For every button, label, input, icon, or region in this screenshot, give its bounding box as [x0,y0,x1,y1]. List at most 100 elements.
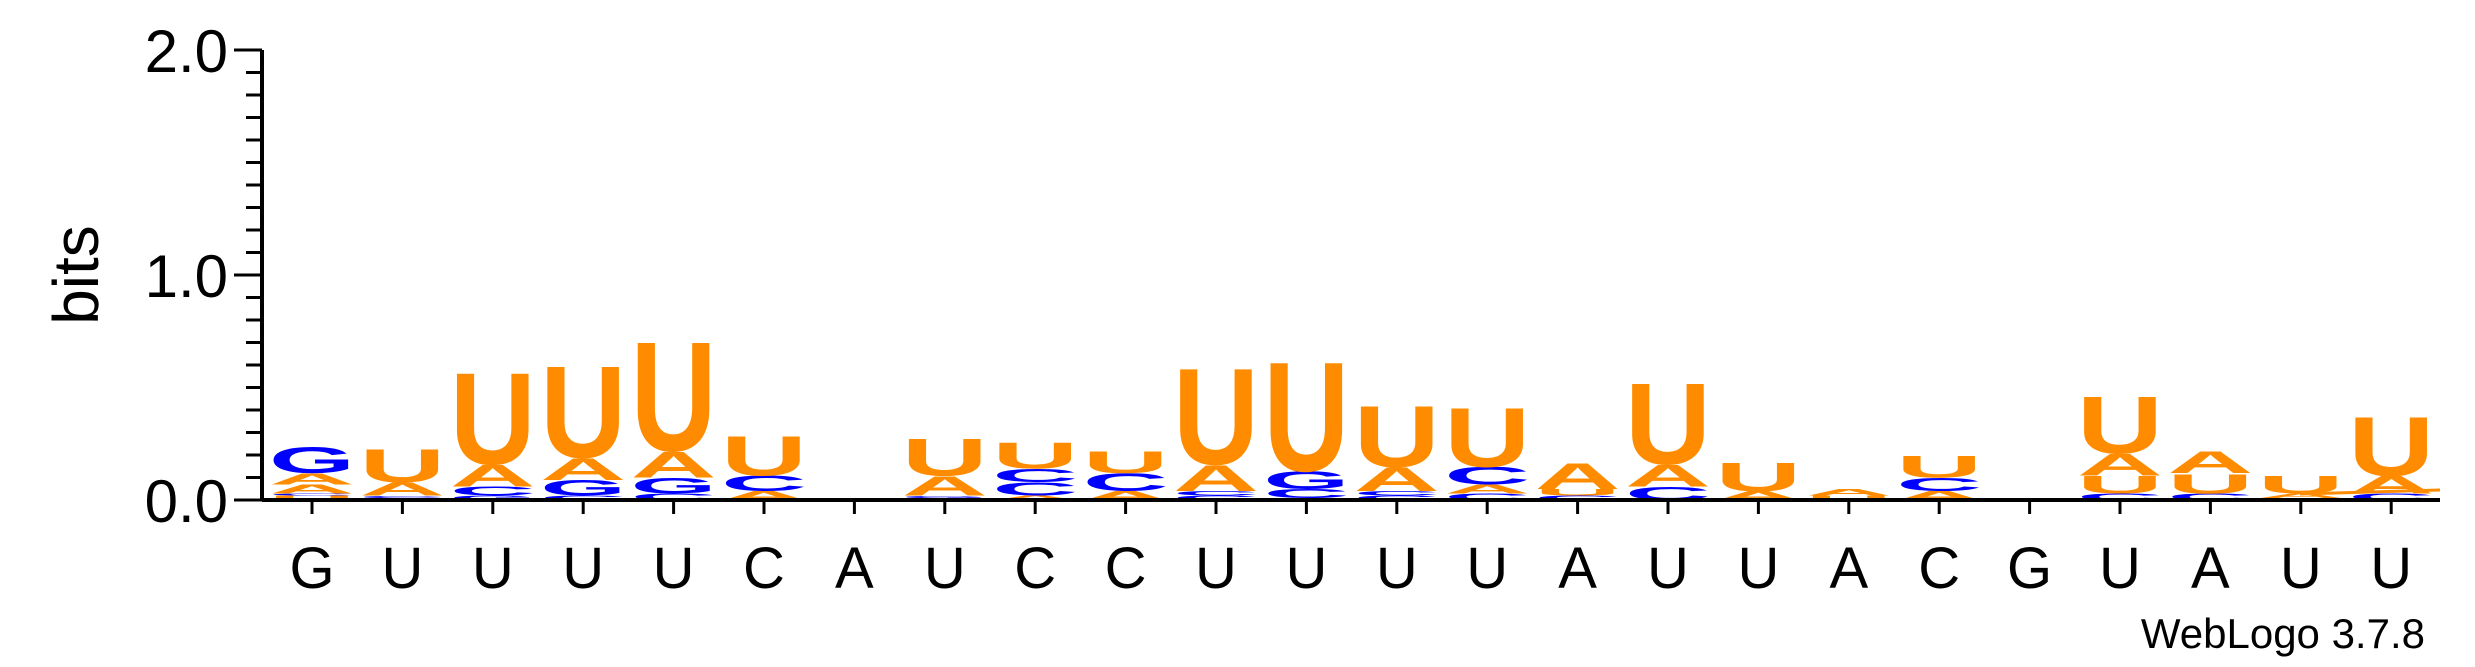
x-tick-label: G [2007,536,2052,601]
logo-letter-g: G [1263,466,1349,494]
logo-letter-c: C [1083,469,1169,497]
logo-letter-u: U [1535,487,1621,497]
logo-letter-a: A [992,494,1078,501]
x-tick-label: U [381,536,423,601]
logo-letter-u: U [1083,445,1169,480]
logo-letter-a: A [1173,457,1259,499]
x-tick-label: A [1558,536,1597,601]
x-tick-label: U [2370,536,2412,601]
logo-letter-a: A [1806,487,1892,497]
logo-letter-g: G [902,495,988,499]
logo-letter-a: A [2077,447,2163,482]
x-tick-label: A [2191,536,2230,601]
logo-letter-a: A [1444,482,1530,496]
x-tick-label: A [1829,536,1868,601]
x-tick-label: U [472,536,514,601]
logo-letter-c: C [450,484,536,498]
logo-letter-u: U [1896,450,1982,485]
logo-letter-a: A [269,482,355,496]
logo-letter-g: G [540,476,626,500]
x-tick-label: U [1466,536,1508,601]
logo-letter-c: C [1263,486,1349,500]
logo-letter-u: U [1806,494,1892,501]
logo-letter-a: A [540,452,626,487]
logo-letter-u: U [902,427,988,486]
credit-label: WebLogo 3.7.8 [2141,610,2425,657]
logo-letter-u: U [721,425,807,488]
y-tick-label: 2.0 [145,18,228,85]
logo-letter-c: C [1535,494,1621,501]
logo-letter-c: C [992,465,1078,486]
logo-letter-u: U [1715,454,1801,500]
logo-letter-u: U [992,435,1078,477]
logo-letter-g: G [269,439,355,481]
logo-letter-u: U [540,339,626,486]
y-ticks: 0.0 1.0 2.0 [145,18,262,535]
y-tick-label: 1.0 [145,243,228,310]
x-tick-label: U [2280,536,2322,601]
y-axis-label: bits [40,225,112,325]
logo-letter-c: C [1896,474,1982,495]
logo-letter-u: U [2077,471,2163,499]
x-tick-label: U [1376,536,1418,601]
x-tick-label: U [653,536,695,601]
x-tick-label: U [1647,536,1689,601]
logo-letter-u: U [1173,341,1259,494]
logo-letter-c: C [1173,490,1259,497]
logo-letter-u: U [269,494,355,501]
logo-letter-u: U [1444,390,1530,484]
x-tick-label: U [1285,536,1327,601]
logo-letter-u: U [631,310,717,484]
logo-letter-c: C [2077,492,2163,502]
logo-letter-c: C [721,471,807,496]
logo-letter-a: A [269,470,355,487]
logo-letter-c: C [992,479,1078,500]
y-tick-label: 0.0 [145,468,228,535]
x-tick-label: G [289,536,334,601]
logo-letter-c: C [2167,492,2253,502]
trailing-mark [2299,488,2441,496]
x-tick-label: C [1105,536,1147,601]
logo-letter-a: A [1625,459,1711,494]
x-tick-label: C [1918,536,1960,601]
logo-letter-c: C [1354,494,1440,501]
x-tick-label: U [1737,536,1779,601]
logo-letter-a: A [359,479,445,500]
logo-letter-c: C [2348,492,2434,502]
x-tick-label: A [835,536,874,601]
logo-letter-a: A [1354,460,1440,498]
x-tick-label: U [1195,536,1237,601]
logo-letter-g: G [631,473,717,497]
logo-letter-c: C [1354,490,1440,497]
logo-letter-c: C [359,495,445,498]
logo-letter-a: A [1535,455,1621,497]
logo-letter-u: U [2167,468,2253,499]
logo-letter-u: U [1354,388,1440,486]
logo-letter-a: A [450,459,536,494]
logo-letter-c: C [1444,462,1530,490]
logo-letter-u: U [359,440,445,492]
logo-letter-u: U [2077,379,2163,470]
logo-letter-u: U [2348,399,2434,493]
logo-letter-u: U [1263,330,1349,504]
logo-letter-u: U [450,346,536,493]
logo-letter-c: C [1173,494,1259,501]
x-tick-label: U [562,536,604,601]
logo-stacks: UCAAGGCAUGCAUCGAUCGAUACUCGAUACCUACUCCAUA… [269,310,2441,504]
logo-letter-c: C [540,494,626,501]
logo-letter-a: A [2167,445,2253,480]
logo-letter-c: C [269,493,355,496]
logo-letter-c: C [631,492,717,502]
logo-letter-a: A [2258,492,2344,499]
logo-letter-a: A [2348,471,2434,499]
logo-letter-u: U [1625,360,1711,489]
logo-letter-a: A [631,444,717,486]
x-tick-label: C [743,536,785,601]
logo-letter-a: A [902,470,988,501]
logo-letter-g: G [450,494,536,501]
x-tick-label: C [1014,536,1056,601]
x-tick-label: U [924,536,966,601]
x-tick-label: U [2099,536,2141,601]
